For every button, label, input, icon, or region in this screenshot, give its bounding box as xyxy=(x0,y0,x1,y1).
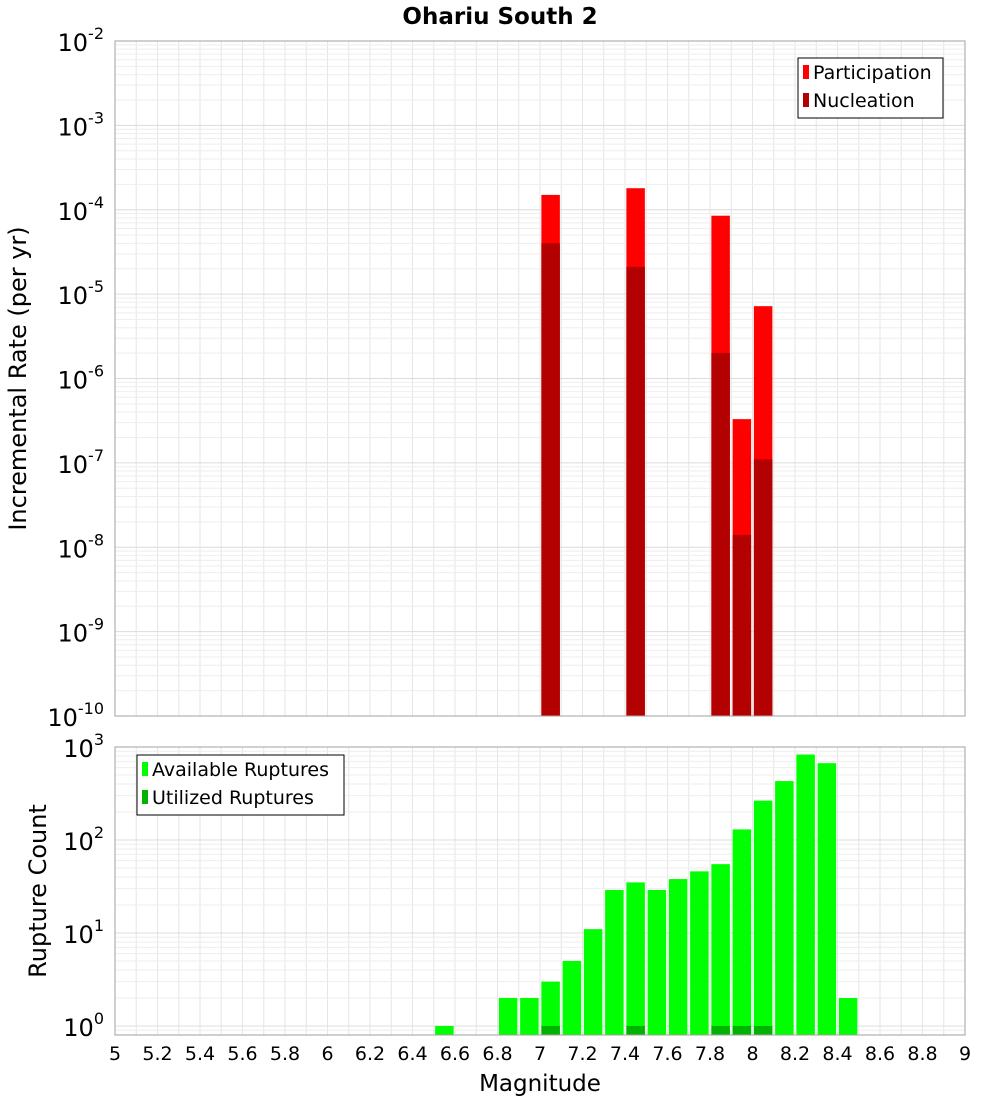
x-tick-label: 5.4 xyxy=(185,1043,215,1065)
bar xyxy=(647,889,667,1035)
plot-frame xyxy=(114,40,966,717)
bar xyxy=(583,929,603,1035)
y-tick-label: 10-7 xyxy=(58,446,105,479)
legend-swatch xyxy=(803,65,809,79)
x-tick-label: 7.6 xyxy=(652,1043,682,1065)
x-tick-labels: 5 5.2 5.4 5.6 5.8 6 6.2 6.4 6.6 6.8 7 7.2 7.4 7.6 7.8 8… xyxy=(109,1043,971,1065)
y-tick-label: 10-3 xyxy=(58,108,105,141)
bar xyxy=(796,754,815,1035)
bar xyxy=(626,1025,645,1035)
x-tick-label: 5 xyxy=(109,1043,121,1065)
bar xyxy=(498,997,518,1035)
y-axis-label: Rupture Count xyxy=(24,804,52,978)
x-tick-label: 8.2 xyxy=(780,1043,810,1065)
x-tick-label: 8.8 xyxy=(907,1043,937,1065)
x-tick-label: 6.4 xyxy=(397,1043,427,1065)
chart-panel-count: 103 102 101 100 Rupture Count Available Ruptu… xyxy=(24,730,971,1097)
legend-label: Participation xyxy=(813,62,932,84)
y-tick-label: 10-2 xyxy=(58,24,105,57)
bar xyxy=(668,879,688,1035)
bar xyxy=(690,871,709,1035)
legend: Available Ruptures Utilized Ruptures xyxy=(136,754,345,816)
y-tick-label: 10-8 xyxy=(58,530,105,563)
bar xyxy=(711,353,730,716)
bar xyxy=(435,1025,454,1035)
bar xyxy=(711,864,730,1035)
x-tick-label: 7.4 xyxy=(610,1043,640,1065)
x-tick-label: 5.6 xyxy=(227,1043,257,1065)
x-tick-label: 6.6 xyxy=(440,1043,470,1065)
y-tick-labels: 103 102 101 100 xyxy=(63,730,104,1042)
x-tick-label: 6.2 xyxy=(355,1043,385,1065)
bar xyxy=(838,997,858,1035)
x-tick-label: 7.2 xyxy=(567,1043,597,1065)
bar xyxy=(541,981,560,1035)
y-tick-label: 10-4 xyxy=(58,193,105,226)
y-tick-label: 103 xyxy=(63,730,104,763)
legend-swatch xyxy=(803,93,809,107)
x-axis-label: Magnitude xyxy=(479,1071,601,1097)
bar xyxy=(520,997,539,1035)
legend-label: Available Ruptures xyxy=(152,759,329,781)
bar xyxy=(711,1025,730,1035)
legend: Participation Nucleation xyxy=(797,57,944,119)
legend-label: Nucleation xyxy=(813,90,915,112)
y-tick-labels: 10-2 10-3 10-4 10-5 10-6 10-7 10-8 10-9 10-10 xyxy=(47,24,104,732)
legend-swatch xyxy=(142,762,148,776)
x-tick-label: 8.6 xyxy=(865,1043,895,1065)
bar xyxy=(605,889,624,1035)
bar xyxy=(817,763,837,1035)
x-tick-label: 9 xyxy=(959,1043,971,1065)
y-tick-label: 100 xyxy=(63,1009,104,1042)
bar xyxy=(775,781,794,1035)
bar xyxy=(732,534,752,716)
y-tick-label: 10-9 xyxy=(58,615,105,648)
bar xyxy=(541,1025,560,1035)
y-tick-label: 10-6 xyxy=(58,362,105,395)
plot-frame xyxy=(114,746,966,1036)
y-tick-label: 101 xyxy=(63,916,104,949)
x-tick-label: 8.4 xyxy=(822,1043,852,1065)
x-tick-label: 7.8 xyxy=(695,1043,725,1065)
bar xyxy=(626,266,645,716)
x-tick-label: 8 xyxy=(746,1043,758,1065)
x-tick-label: 6 xyxy=(321,1043,333,1065)
y-tick-label: 102 xyxy=(63,823,104,856)
x-tick-label: 6.8 xyxy=(482,1043,512,1065)
y-tick-label: 10-10 xyxy=(47,699,104,732)
bar xyxy=(732,1025,752,1035)
y-axis-label: Incremental Rate (per yr) xyxy=(4,226,32,530)
series-utilized-ruptures xyxy=(541,1025,773,1035)
bar xyxy=(541,243,560,717)
chart-panel-rate: 10-2 10-3 10-4 10-5 10-6 10-7 10-8 10-9 10-10 Inc… xyxy=(4,4,966,732)
legend-box xyxy=(797,57,944,119)
legend-label: Utilized Ruptures xyxy=(152,787,314,809)
bar xyxy=(732,829,752,1035)
series-nucleation xyxy=(541,243,773,717)
chart-title: Ohariu South 2 xyxy=(402,4,597,30)
grid-lines xyxy=(115,41,965,716)
x-tick-label: 5.8 xyxy=(270,1043,300,1065)
bar xyxy=(753,1025,773,1035)
x-tick-label: 5.2 xyxy=(142,1043,172,1065)
x-tick-label: 7 xyxy=(534,1043,546,1065)
bar xyxy=(626,882,645,1035)
bar xyxy=(562,960,582,1035)
legend-swatch xyxy=(142,790,148,804)
y-tick-label: 10-5 xyxy=(58,277,105,310)
bar xyxy=(753,800,773,1035)
series-available-ruptures xyxy=(435,754,858,1035)
bar xyxy=(753,459,773,716)
legend-box xyxy=(136,754,345,816)
